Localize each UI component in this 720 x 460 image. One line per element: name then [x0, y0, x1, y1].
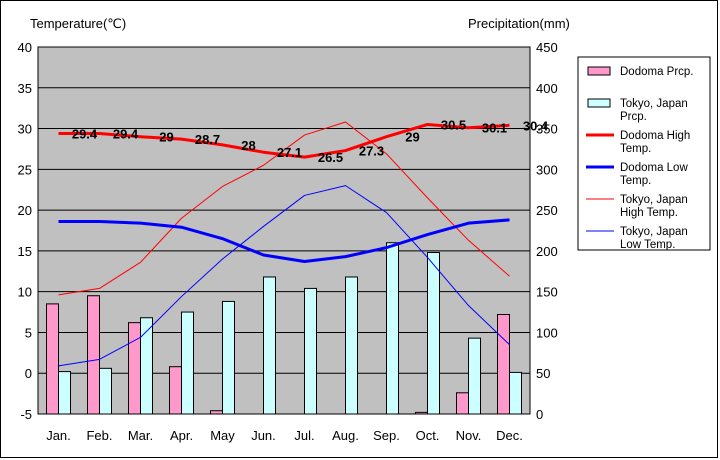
bar	[386, 242, 399, 415]
bar	[222, 300, 235, 415]
legend-label: Prcp.	[620, 111, 647, 123]
plot-area	[37, 46, 531, 415]
legend-label: Dodoma Prcp.	[620, 66, 694, 78]
bar	[87, 295, 100, 415]
y-left-tick-label: 35	[18, 81, 32, 96]
y-right-tick-label: 50	[536, 366, 550, 381]
x-tick-label: Dec.	[496, 428, 523, 443]
y-left-tick-label: -5	[20, 407, 32, 422]
x-tick-label: Feb.	[86, 428, 112, 443]
legend-label: Tokyo, Japan	[620, 98, 688, 110]
legend-label: High Temp.	[620, 207, 678, 219]
bar	[345, 276, 358, 415]
data-label: 30.1	[482, 121, 507, 136]
x-tick-label: Aug.	[332, 428, 359, 443]
legend-label: Temp.	[620, 175, 651, 187]
data-label: 28	[241, 138, 255, 153]
x-tick-label: Mar.	[128, 428, 153, 443]
bar	[415, 411, 428, 415]
x-tick-label: Oct.	[416, 428, 440, 443]
x-tick-label: Jun.	[251, 428, 276, 443]
legend-label: Tokyo, Japan	[620, 194, 688, 206]
y-right-tick-label: 200	[536, 244, 558, 259]
y-left-tick-label: 30	[18, 122, 32, 137]
bar	[58, 371, 71, 415]
bar	[210, 410, 223, 415]
y-right-tick-label: 300	[536, 162, 558, 177]
y-left-tick-label: 10	[18, 285, 32, 300]
legend-swatch	[587, 66, 611, 76]
bar	[169, 366, 182, 415]
bar	[263, 276, 276, 415]
data-label: 29	[159, 130, 173, 145]
y-left-tick-label: 15	[18, 244, 32, 259]
bar	[304, 287, 317, 415]
y-right-tick-label: 450	[536, 40, 558, 55]
y-left-tick-label: 5	[25, 325, 32, 340]
bar	[509, 371, 522, 415]
x-tick-label: Nov.	[456, 428, 482, 443]
data-label: 29.4	[113, 126, 139, 141]
data-label: 30.4	[523, 118, 549, 133]
x-tick-label: Apr.	[170, 428, 193, 443]
bar	[456, 392, 469, 415]
legend-box	[577, 56, 711, 251]
data-label: 27.1	[277, 145, 302, 160]
y-right-tick-label: 100	[536, 325, 558, 340]
y-left-axis-title: Temperature(℃)	[30, 16, 126, 31]
bar	[99, 367, 112, 415]
data-label: 29.4	[72, 126, 98, 141]
series-line	[58, 218, 510, 263]
y-left-tick-label: 25	[18, 162, 32, 177]
data-label: 27.3	[359, 144, 384, 159]
y-right-tick-label: 250	[536, 203, 558, 218]
bar	[181, 311, 194, 415]
x-tick-label: Jan.	[46, 428, 71, 443]
bar	[140, 317, 153, 415]
legend-label: Tokyo, Japan	[620, 226, 688, 238]
y-left-tick-label: 0	[25, 366, 32, 381]
data-label: 30.5	[441, 117, 466, 132]
bar	[427, 252, 440, 415]
y-left-tick-label: 40	[18, 40, 32, 55]
bar	[46, 303, 59, 415]
y-left-tick-label: 20	[18, 203, 32, 218]
bar	[128, 322, 141, 415]
x-tick-label: Sep.	[373, 428, 400, 443]
legend-label: Temp.	[620, 143, 651, 155]
data-label: 29	[405, 130, 419, 145]
x-tick-label: Jul.	[294, 428, 314, 443]
y-right-tick-label: 0	[536, 407, 543, 422]
legend-label: Dodoma High	[620, 130, 690, 142]
series-line	[58, 185, 510, 367]
data-label: 26.5	[318, 150, 343, 165]
bar	[497, 314, 510, 415]
data-label: 28.7	[195, 132, 220, 147]
legend-label: Low Temp.	[620, 239, 675, 251]
series-line	[58, 122, 510, 159]
legend-label: Dodoma Low	[620, 162, 688, 174]
series-line	[58, 121, 510, 296]
y-right-tick-label: 350	[536, 122, 558, 137]
legend-swatch	[587, 98, 611, 108]
bar	[468, 337, 481, 415]
y-right-tick-label: 400	[536, 81, 558, 96]
y-right-tick-label: 150	[536, 285, 558, 300]
x-tick-label: May	[210, 428, 235, 443]
y-right-axis-title: Precipitation(mm)	[468, 16, 570, 31]
